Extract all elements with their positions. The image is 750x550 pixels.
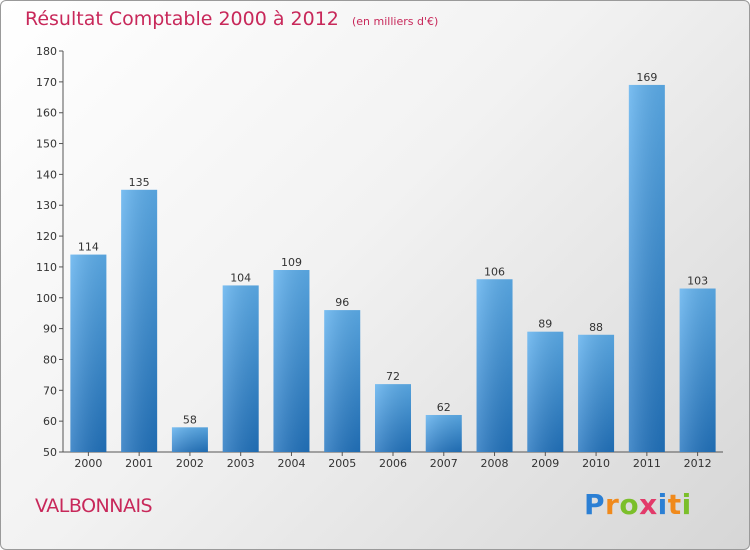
y-tick-label: 160 [36,107,57,120]
logo-letter: r [605,488,620,521]
y-tick-label: 130 [36,199,57,212]
x-tick-label: 2011 [633,457,661,470]
x-tick-label: 2002 [176,457,204,470]
bar-shade-2012 [679,288,716,452]
y-tick-label: 150 [36,138,57,151]
bar-shade-2009 [527,331,564,452]
x-tick-label: 2004 [277,457,305,470]
value-label: 72 [386,370,400,383]
y-tick-label: 60 [43,415,57,428]
bar-shade-2005 [324,310,361,452]
x-tick-label: 2007 [430,457,458,470]
logo-letter: i [681,488,692,521]
value-label: 104 [230,271,251,284]
value-label: 62 [437,401,451,414]
x-tick-label: 2000 [74,457,102,470]
x-tick-label: 2006 [379,457,407,470]
bar-shade-2002 [171,427,208,452]
bar-shade-2001 [121,189,158,453]
value-label: 114 [78,241,99,254]
title-block: Résultat Comptable 2000 à 2012 (en milli… [25,8,438,30]
commune-name: VALBONNAIS [35,495,153,517]
bar-shade-2003 [222,285,259,452]
y-tick-label: 50 [43,446,57,459]
bar-shade-2004 [273,270,310,452]
logo-letter: P [584,488,606,521]
y-tick-label: 90 [43,323,57,336]
logo-letter: o [619,488,640,521]
x-tick-label: 2012 [684,457,712,470]
y-tick-label: 180 [36,45,57,58]
value-label: 96 [335,296,349,309]
value-label: 88 [589,321,603,334]
bar-shade-2010 [578,334,615,452]
labels: 2000 114 2001 135 2002 58 2003 104 2004 109 2005 96… [74,71,711,470]
bar-shade-2006 [375,384,411,452]
value-label: 169 [636,71,657,84]
y-tick-label: 100 [36,292,57,305]
x-tick-label: 2005 [328,457,356,470]
value-label: 58 [183,413,197,426]
x-tick-label: 2008 [481,457,509,470]
y-tick-label: 110 [36,261,57,274]
y-tick-label: 80 [43,353,57,366]
bar-shade-2008 [476,279,513,452]
logo-letter: i [657,488,668,521]
proxiti-logo: Proxiti [584,488,692,521]
x-tick-label: 2010 [582,457,610,470]
logo-letter: t [667,488,682,521]
x-tick-label: 2001 [125,457,153,470]
value-label: 135 [129,176,150,189]
bar-shade-2007 [425,414,462,452]
value-label: 89 [538,318,552,331]
value-label: 106 [484,265,505,278]
y-tick-label: 120 [36,230,57,243]
logo-letter: x [639,488,658,521]
value-label: 103 [687,275,708,288]
chart-subtitle: (en milliers d'€) [351,15,439,28]
y-tick-label: 140 [36,168,57,181]
bar-shade-2000 [70,254,107,452]
bar-shade-2011 [628,84,665,452]
bars [70,84,716,453]
x-tick-label: 2003 [227,457,255,470]
y-tick-label: 70 [43,384,57,397]
value-label: 109 [281,256,302,269]
x-tick-label: 2009 [531,457,559,470]
chart-title: Résultat Comptable 2000 à 2012 [25,8,339,30]
y-tick-label: 170 [36,76,57,89]
